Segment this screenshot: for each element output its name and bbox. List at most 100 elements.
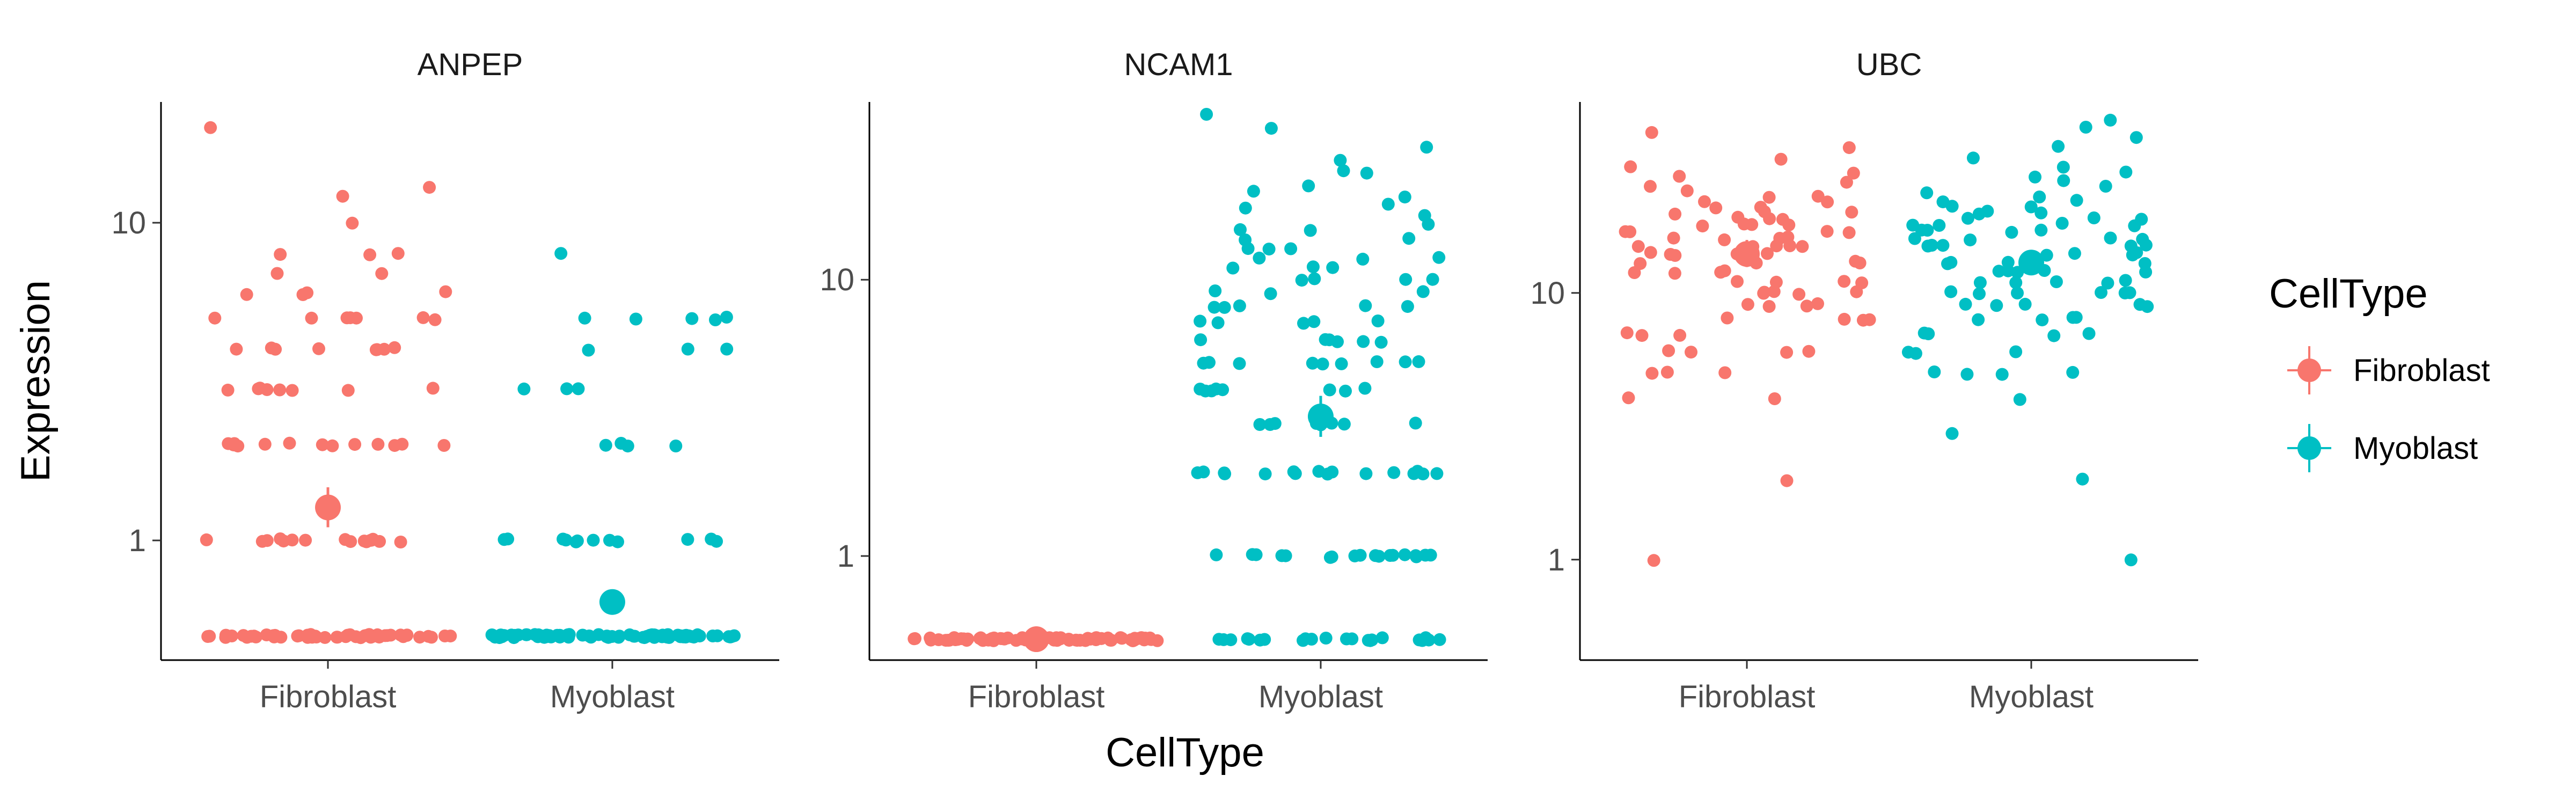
data-point (1348, 549, 1362, 562)
data-point (240, 288, 253, 301)
data-point (1422, 633, 1436, 647)
data-point (1941, 257, 1954, 270)
data-point (1721, 311, 1734, 325)
panel-ncam1: NCAM1 1 10 Fibroblast Myoblast (819, 47, 1488, 714)
data-point (2082, 327, 2096, 340)
data-point (350, 311, 363, 325)
data-point (2095, 286, 2107, 299)
data-point (1145, 633, 1158, 646)
data-point (685, 630, 698, 643)
data-point (1664, 248, 1677, 261)
data-point (1295, 274, 1308, 287)
data-point (973, 632, 986, 645)
data-point (1906, 218, 1920, 232)
data-point (1754, 201, 1767, 214)
data-point (1696, 219, 1709, 233)
data-point (363, 248, 377, 261)
data-point (539, 630, 552, 643)
data-point (1645, 367, 1659, 380)
x-tick-label: Myoblast (1969, 679, 2094, 714)
data-point (1399, 273, 1413, 286)
data-point (1326, 465, 1339, 479)
data-point (1959, 297, 1972, 311)
data-point (299, 533, 312, 547)
data-point (551, 628, 564, 642)
data-point (1381, 197, 1395, 211)
data-point (221, 383, 235, 397)
data-point (2036, 313, 2049, 327)
data-point (1856, 313, 1870, 327)
panels-layer: ANPEP 1 10 Fibroblast Myoblast NCAM1 1 10 Fibrob… (111, 47, 2198, 714)
data-point (1768, 392, 1781, 405)
legend-key-point-fibroblast (2297, 358, 2321, 382)
data-point (1644, 180, 1657, 193)
data-point (2033, 191, 2046, 203)
data-point (339, 630, 353, 643)
legend-entry-fibroblast[interactable]: Fibroblast (2287, 346, 2490, 394)
data-point (2119, 165, 2133, 179)
data-point (1673, 328, 1687, 342)
data-point (2011, 287, 2024, 299)
data-point (661, 628, 675, 641)
data-point (1972, 313, 1985, 326)
data-point (1304, 224, 1317, 237)
data-point (909, 632, 921, 645)
legend-entry-myoblast[interactable]: Myoblast (2287, 424, 2478, 472)
data-point (1418, 209, 1431, 222)
data-point (557, 532, 570, 546)
data-point (720, 342, 734, 356)
data-point (428, 313, 442, 326)
data-point (1645, 126, 1658, 139)
data-point (1357, 335, 1370, 348)
data-point (1359, 299, 1372, 312)
data-point (301, 286, 314, 299)
data-point (1774, 152, 1788, 166)
data-point (1211, 316, 1225, 330)
data-point (341, 384, 355, 397)
data-point (1685, 346, 1697, 359)
data-point (1360, 166, 1373, 180)
data-point (260, 534, 274, 547)
data-point (2035, 223, 2048, 237)
data-point (1262, 243, 1276, 256)
data-point (1205, 384, 1218, 398)
y-axis-title: Expression (13, 280, 58, 482)
data-point (584, 631, 598, 644)
data-point (508, 628, 522, 642)
data-point (1218, 301, 1231, 314)
data-point (1619, 225, 1632, 238)
data-point (2055, 217, 2069, 230)
data-point (1242, 633, 1256, 646)
data-point (1634, 257, 1647, 270)
data-point (1420, 141, 1433, 154)
data-point (599, 438, 612, 452)
data-point (1409, 416, 1422, 430)
data-point (720, 311, 733, 324)
data-point (346, 216, 359, 230)
data-point (1920, 186, 1934, 200)
data-point (1210, 548, 1223, 561)
data-point (336, 189, 349, 203)
data-point (628, 630, 641, 643)
data-point (1838, 312, 1851, 326)
data-point (1820, 225, 1834, 238)
data-point (1635, 329, 1649, 342)
data-point (1337, 418, 1351, 431)
data-point (1299, 632, 1312, 646)
data-point (283, 436, 296, 450)
data-point (1370, 355, 1384, 368)
data-point (1323, 551, 1337, 564)
summary-point (1734, 241, 1760, 267)
data-point (1781, 230, 1795, 244)
data-point (1960, 368, 1974, 381)
data-point (444, 630, 457, 643)
data-point (2138, 257, 2151, 270)
data-point (1432, 251, 1446, 264)
data-point (2101, 276, 2114, 290)
data-point (1426, 273, 1439, 286)
data-point (2069, 311, 2083, 324)
data-point (554, 247, 568, 260)
data-point (1297, 317, 1310, 330)
summary-point (1023, 626, 1050, 653)
